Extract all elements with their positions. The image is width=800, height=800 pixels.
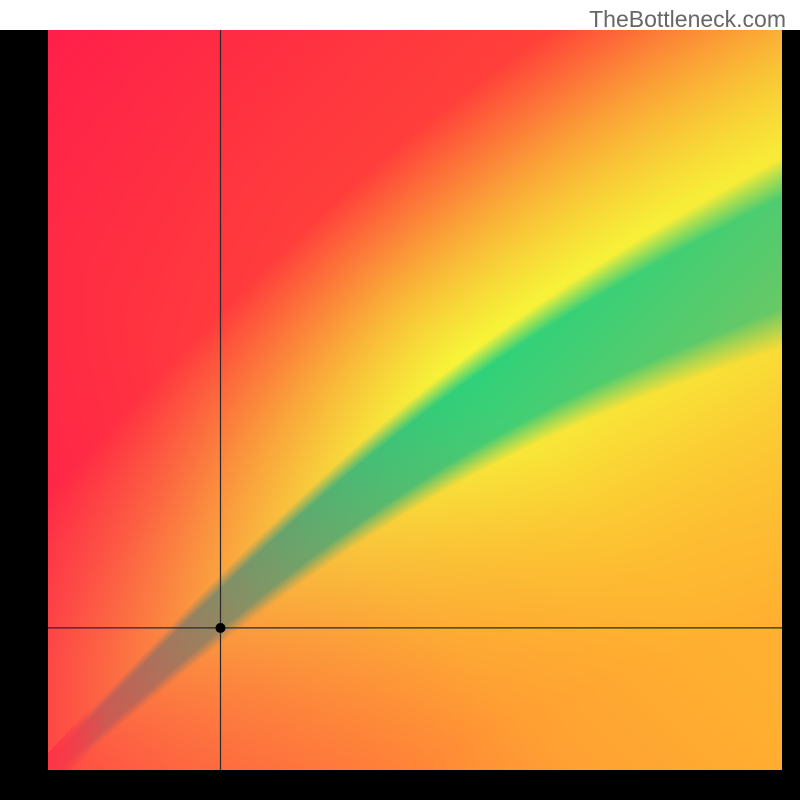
chart-container: TheBottleneck.com: [0, 0, 800, 800]
site-watermark: TheBottleneck.com: [589, 6, 786, 33]
bottleneck-heatmap: [0, 0, 800, 800]
